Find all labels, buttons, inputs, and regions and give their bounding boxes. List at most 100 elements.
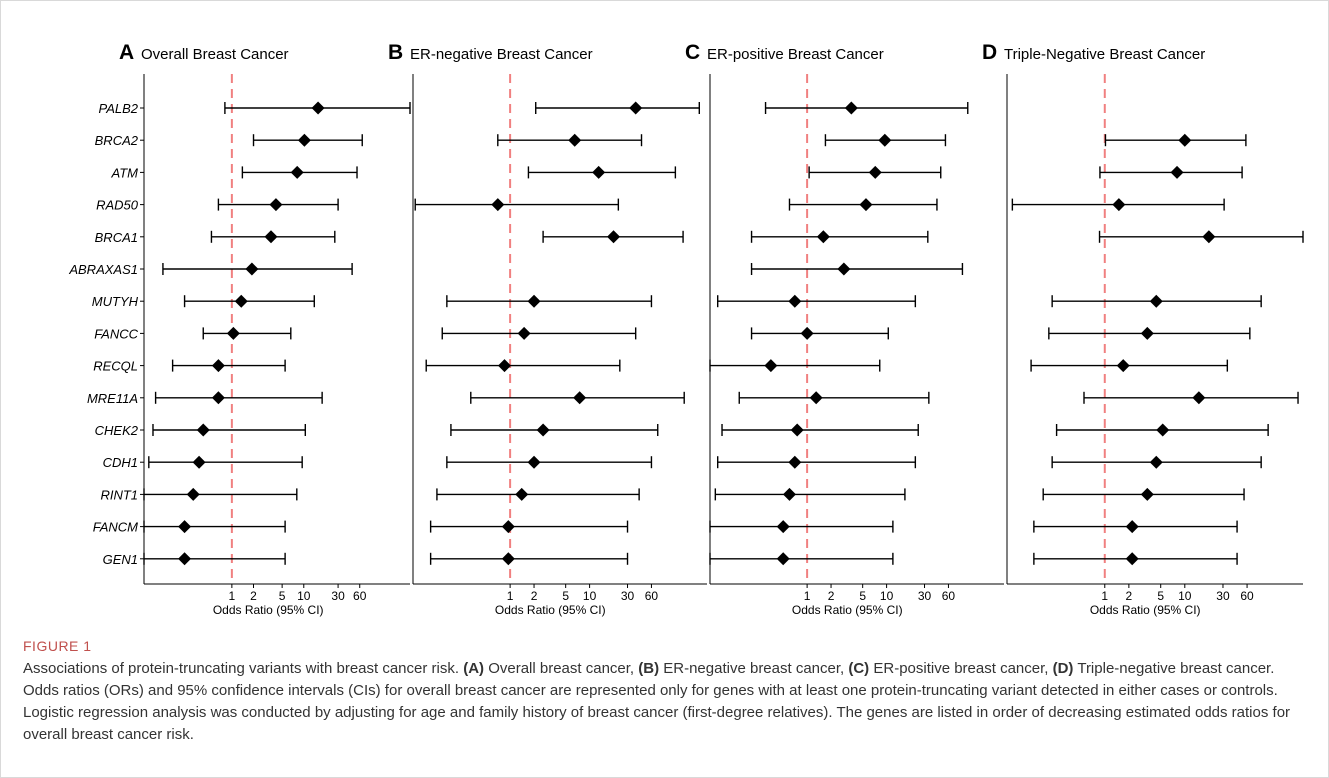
gene-label: ATM: [111, 165, 139, 180]
forest-plots: PALB2 BRCA2 ATM RAD50 BRCA1 ABRAXAS1 MUTYH FANC…: [68, 41, 1304, 617]
or-point-diamond: [878, 133, 892, 147]
x-tick-label: 30: [331, 589, 345, 603]
or-point-diamond: [1170, 165, 1184, 179]
or-point-diamond: [527, 455, 541, 469]
x-tick-label: 5: [279, 589, 286, 603]
x-tick-label: 2: [1126, 589, 1133, 603]
or-point-diamond: [1192, 391, 1206, 405]
or-point-diamond: [536, 423, 550, 437]
x-tick-label: 30: [918, 589, 932, 603]
x-axis-label: Odds Ratio (95% CI): [1090, 603, 1201, 617]
gene-label: BRCA2: [95, 133, 139, 148]
or-point-diamond: [196, 423, 210, 437]
or-point-diamond: [234, 294, 248, 308]
or-point-diamond: [1116, 359, 1130, 373]
or-point-diamond: [186, 487, 200, 501]
or-point-diamond: [788, 455, 802, 469]
or-point-diamond: [607, 230, 621, 244]
or-point-diamond: [245, 262, 259, 276]
x-tick-label: 60: [645, 589, 659, 603]
or-point-diamond: [269, 198, 283, 212]
or-point-diamond: [264, 230, 278, 244]
or-point-diamond: [568, 133, 582, 147]
or-point-diamond: [592, 165, 606, 179]
caption-panel-text: Overall breast cancer,: [484, 660, 639, 677]
or-point-diamond: [868, 165, 882, 179]
caption-panel-label: (A): [463, 660, 485, 677]
or-point-diamond: [517, 326, 531, 340]
x-tick-label: 5: [1157, 589, 1164, 603]
or-point-diamond: [1156, 423, 1170, 437]
or-point-diamond: [776, 552, 790, 566]
or-point-diamond: [782, 487, 796, 501]
caption-panel-label: (D): [1052, 660, 1074, 677]
or-point-diamond: [1149, 294, 1163, 308]
caption-tail: Odds ratios (ORs) and 95% confidence int…: [23, 682, 1291, 743]
or-point-diamond: [1112, 198, 1126, 212]
x-tick-label: 30: [1216, 589, 1230, 603]
or-point-diamond: [1202, 230, 1216, 244]
or-point-diamond: [192, 455, 206, 469]
x-tick-label: 1: [507, 589, 514, 603]
or-point-diamond: [297, 133, 311, 147]
gene-label: MRE11A: [87, 391, 138, 406]
caption-panel-text: ER-positive breast cancer,: [869, 660, 1053, 677]
or-point-diamond: [311, 101, 325, 115]
or-point-diamond: [211, 391, 225, 405]
x-tick-label: 60: [1240, 589, 1254, 603]
or-point-diamond: [491, 198, 505, 212]
gene-label: MUTYH: [92, 294, 139, 309]
panel-letter: A: [119, 41, 134, 64]
or-point-diamond: [629, 101, 643, 115]
or-point-diamond: [764, 359, 778, 373]
x-tick-label: 2: [828, 589, 835, 603]
or-point-diamond: [178, 552, 192, 566]
x-tick-label: 5: [562, 589, 569, 603]
or-point-diamond: [527, 294, 541, 308]
or-point-diamond: [1140, 326, 1154, 340]
x-tick-label: 10: [583, 589, 597, 603]
or-point-diamond: [501, 552, 515, 566]
gene-label: RAD50: [96, 198, 139, 213]
x-tick-label: 10: [880, 589, 894, 603]
panel-letter: B: [388, 41, 403, 64]
caption-panel-label: (C): [848, 660, 870, 677]
or-point-diamond: [1149, 455, 1163, 469]
x-axis-label: Odds Ratio (95% CI): [213, 603, 324, 617]
or-point-diamond: [178, 520, 192, 534]
panel-letter: C: [685, 41, 700, 64]
x-tick-label: 1: [804, 589, 811, 603]
x-tick-label: 1: [229, 589, 236, 603]
or-point-diamond: [837, 262, 851, 276]
or-point-diamond: [211, 359, 225, 373]
or-point-diamond: [800, 326, 814, 340]
gene-label: RINT1: [100, 487, 138, 502]
x-tick-label: 60: [353, 589, 367, 603]
gene-label: GEN1: [103, 552, 138, 567]
gene-label: BRCA1: [95, 230, 138, 245]
or-point-diamond: [498, 359, 512, 373]
x-tick-label: 2: [531, 589, 538, 603]
x-tick-label: 5: [859, 589, 866, 603]
caption-text: Associations of protein-truncating varia…: [23, 658, 1313, 746]
x-tick-label: 1: [1101, 589, 1108, 603]
caption-lead: Associations of protein-truncating varia…: [23, 660, 464, 677]
or-point-diamond: [501, 520, 515, 534]
panel-letter: D: [982, 41, 997, 64]
gene-label: CDH1: [103, 455, 138, 470]
or-point-diamond: [844, 101, 858, 115]
or-point-diamond: [816, 230, 830, 244]
x-tick-label: 60: [942, 589, 956, 603]
figure-caption: FIGURE 1 Associations of protein-truncat…: [23, 638, 1313, 746]
or-point-diamond: [1140, 487, 1154, 501]
x-tick-label: 10: [1178, 589, 1192, 603]
gene-label: ABRAXAS1: [68, 262, 138, 277]
x-axis-label: Odds Ratio (95% CI): [792, 603, 903, 617]
gene-label: CHEK2: [95, 423, 139, 438]
caption-panel-text: Triple-negative breast cancer.: [1073, 660, 1275, 677]
or-point-diamond: [790, 423, 804, 437]
x-tick-label: 30: [621, 589, 635, 603]
or-point-diamond: [226, 326, 240, 340]
or-point-diamond: [290, 165, 304, 179]
